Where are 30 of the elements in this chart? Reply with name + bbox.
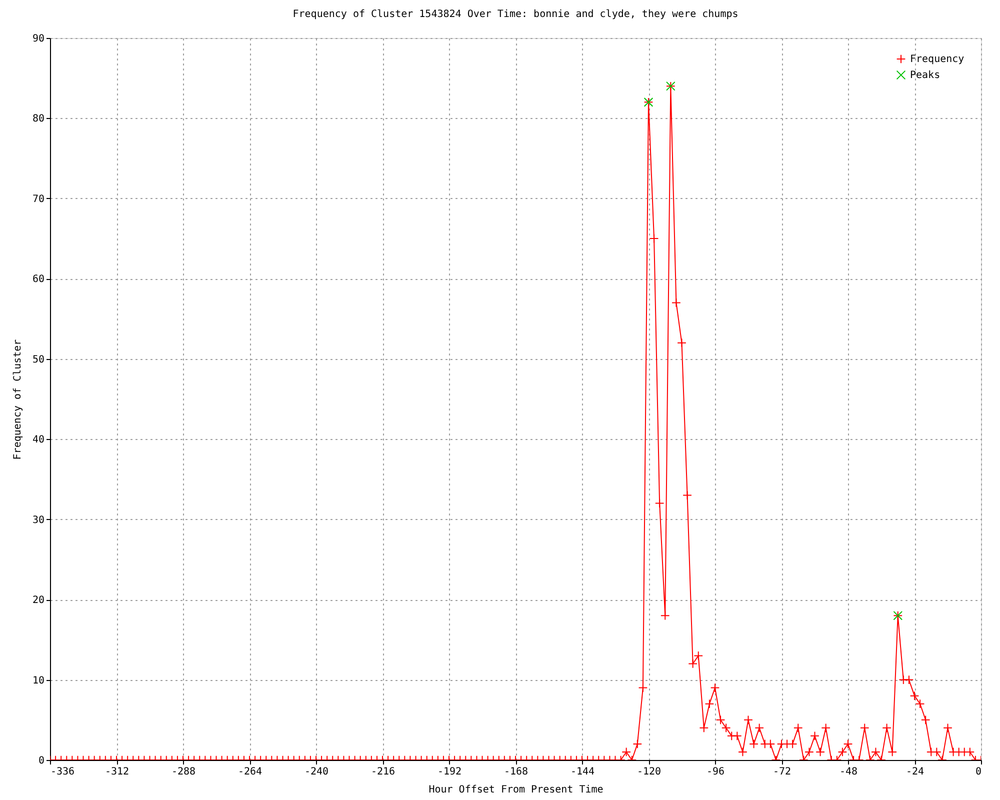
- x-tick-label: -72: [772, 766, 792, 778]
- x-tick-label: -192: [437, 766, 462, 778]
- x-tick-label: -216: [370, 766, 396, 778]
- x-tick-label: -24: [906, 766, 924, 778]
- x-tick-label: -144: [570, 766, 595, 778]
- x-axis-title: Hour Offset From Present Time: [428, 784, 604, 796]
- y-axis-title: Frequency of Cluster: [12, 339, 24, 460]
- y-tick-label: 40: [32, 434, 44, 446]
- x-tick-label: -240: [304, 766, 329, 778]
- chart-title: Frequency of Cluster 1543824 Over Time: bonnie and clyde, they were chumps: [292, 9, 738, 20]
- x-tick-label: -120: [636, 766, 662, 778]
- x-tick-label: -48: [839, 766, 858, 778]
- x-tick-label: 0: [975, 766, 982, 778]
- y-tick-label: 0: [38, 756, 44, 766]
- x-tick-label: -312: [104, 766, 130, 778]
- y-tick-label: 10: [32, 675, 44, 686]
- x-tick-label: -336: [50, 766, 75, 778]
- y-tick-label: 90: [32, 34, 44, 44]
- x-tick-label: -168: [504, 766, 528, 778]
- x-tick-label: -96: [706, 766, 725, 778]
- legend-label: Peaks: [910, 70, 940, 81]
- y-tick-label: 50: [32, 354, 44, 366]
- legend-label: Frequency: [910, 54, 964, 65]
- y-tick-label: 20: [32, 595, 44, 606]
- y-tick-label: 60: [32, 274, 44, 286]
- y-tick-label: 80: [32, 114, 44, 125]
- x-tick-label: -264: [238, 766, 262, 778]
- x-tick-label: -288: [171, 766, 196, 778]
- y-tick-label: 30: [32, 514, 44, 526]
- y-tick-label: 70: [32, 194, 44, 205]
